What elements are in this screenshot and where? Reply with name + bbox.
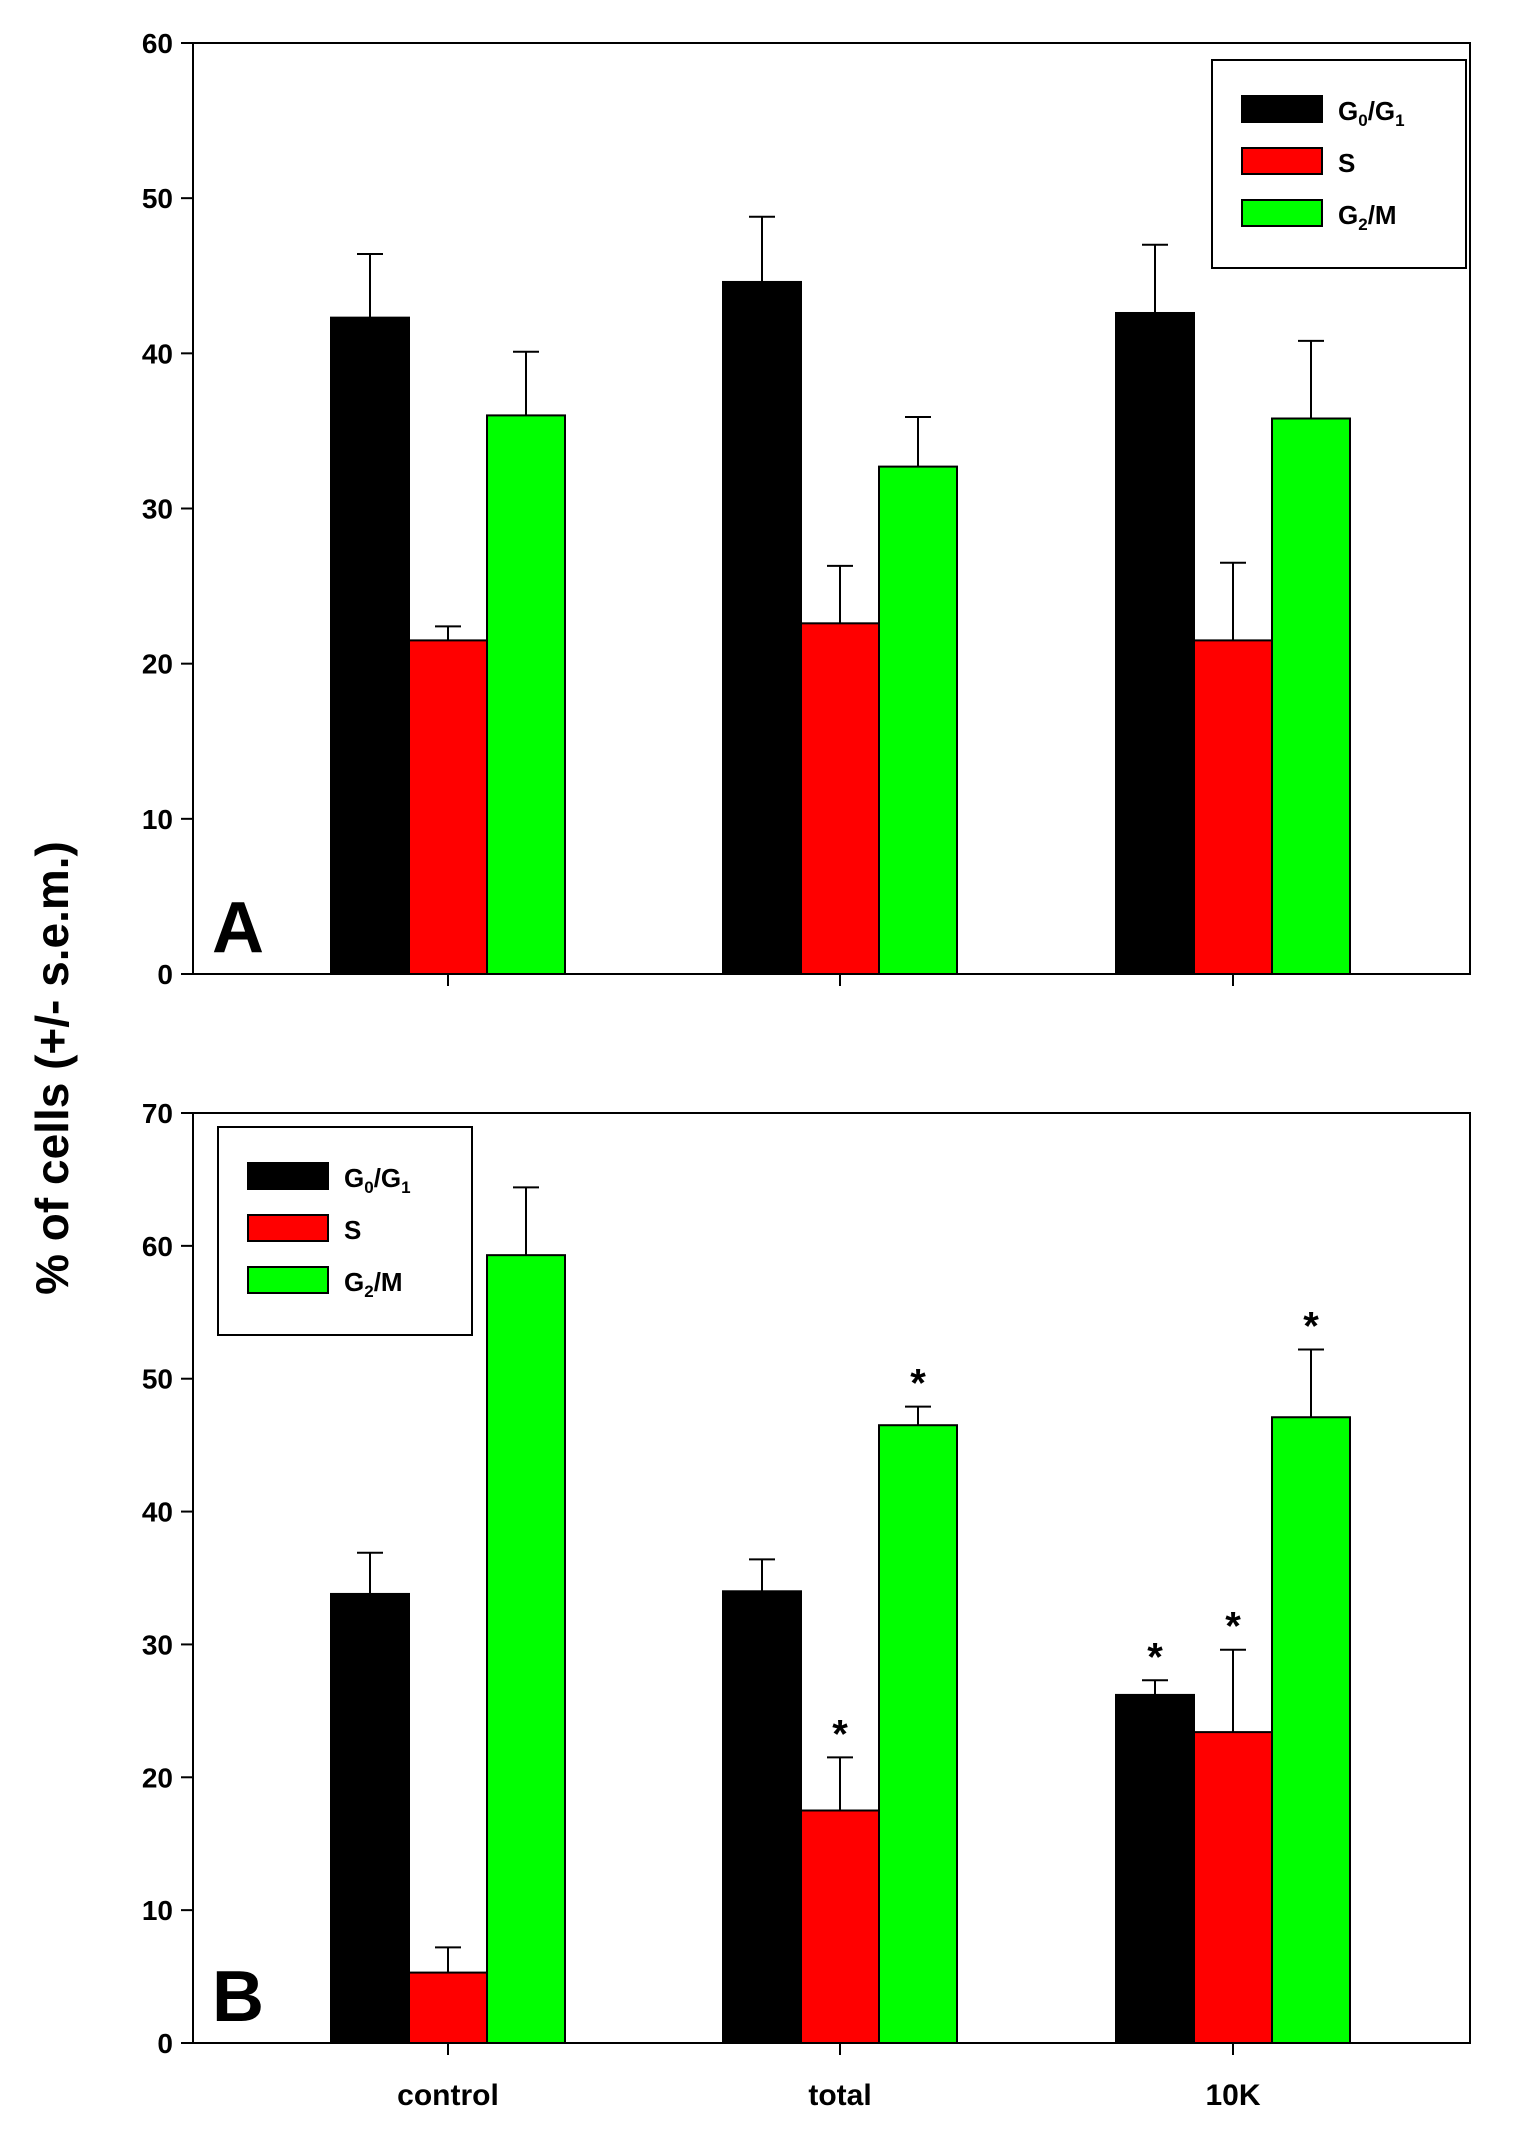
bar bbox=[722, 280, 802, 975]
y-tick-label: 60 bbox=[142, 28, 173, 59]
bar bbox=[1193, 1731, 1273, 2044]
y-tick-label: 40 bbox=[142, 338, 173, 369]
bar bbox=[1193, 639, 1273, 975]
y-tick-label: 0 bbox=[157, 2028, 173, 2059]
y-tick-label: 60 bbox=[142, 1231, 173, 1262]
significance-marker: * bbox=[910, 1362, 926, 1406]
panel-A: 0 10 20 30 40 50 60 A G0/G1 S G2/M bbox=[142, 28, 1471, 990]
panel-B: 0 10 20 30 40 50 60 70 * * * * * control total 10K B G0/G… bbox=[142, 1098, 1471, 2112]
significance-marker: * bbox=[1225, 1605, 1241, 1649]
legend-label: S bbox=[344, 1215, 361, 1245]
panels: 0 10 20 30 40 50 60 A G0/G1 S G2/M 0 10 20 30 40 50 60 70 *… bbox=[142, 28, 1471, 2112]
category-label: control bbox=[397, 2079, 499, 2112]
bar bbox=[878, 1424, 958, 2044]
y-tick-label: 10 bbox=[142, 1895, 173, 1926]
bar bbox=[486, 414, 566, 975]
y-tick-label: 20 bbox=[142, 1762, 173, 1793]
y-axis-label: % of cells (+/- s.e.m.) bbox=[26, 841, 78, 1295]
y-tick-label: 20 bbox=[142, 649, 173, 680]
bar bbox=[486, 1254, 566, 2044]
legend-swatch bbox=[247, 1162, 329, 1190]
bar bbox=[1271, 417, 1351, 975]
bar bbox=[330, 1592, 410, 2044]
bar bbox=[408, 639, 488, 975]
legend-label: S bbox=[1338, 148, 1355, 178]
y-tick-label: 10 bbox=[142, 804, 173, 835]
bar bbox=[330, 316, 410, 975]
legend-label: G2/M bbox=[344, 1267, 403, 1301]
significance-marker: * bbox=[832, 1712, 848, 1756]
y-tick-label: 40 bbox=[142, 1497, 173, 1528]
y-tick-label: 50 bbox=[142, 183, 173, 214]
legend-swatch bbox=[1241, 199, 1323, 227]
panel-letter: B bbox=[212, 1957, 264, 2037]
significance-marker: * bbox=[1147, 1635, 1163, 1679]
legend: G0/G1 S G2/M bbox=[217, 1126, 473, 1336]
significance-marker: * bbox=[1303, 1304, 1319, 1348]
legend-label: G0/G1 bbox=[344, 1163, 411, 1197]
legend-swatch bbox=[1241, 147, 1323, 175]
bar bbox=[1115, 311, 1195, 975]
bar bbox=[722, 1590, 802, 2045]
bar bbox=[800, 622, 880, 975]
bar bbox=[800, 1809, 880, 2044]
legend-swatch bbox=[1241, 95, 1323, 123]
y-tick-label: 50 bbox=[142, 1364, 173, 1395]
panel-letter: A bbox=[212, 888, 264, 968]
category-label: total bbox=[808, 2079, 871, 2112]
y-tick-label: 70 bbox=[142, 1098, 173, 1129]
legend-label: G0/G1 bbox=[1338, 96, 1405, 130]
bar bbox=[878, 465, 958, 975]
legend-swatch bbox=[247, 1214, 329, 1242]
bar bbox=[408, 1971, 488, 2044]
legend-label: G2/M bbox=[1338, 200, 1397, 234]
y-tick-label: 0 bbox=[157, 959, 173, 990]
y-tick-label: 30 bbox=[142, 1629, 173, 1660]
legend-swatch bbox=[247, 1266, 329, 1294]
bar bbox=[1271, 1416, 1351, 2044]
y-tick-label: 30 bbox=[142, 494, 173, 525]
legend: G0/G1 S G2/M bbox=[1211, 59, 1467, 269]
category-label: 10K bbox=[1205, 2079, 1260, 2112]
bar bbox=[1115, 1693, 1195, 2045]
